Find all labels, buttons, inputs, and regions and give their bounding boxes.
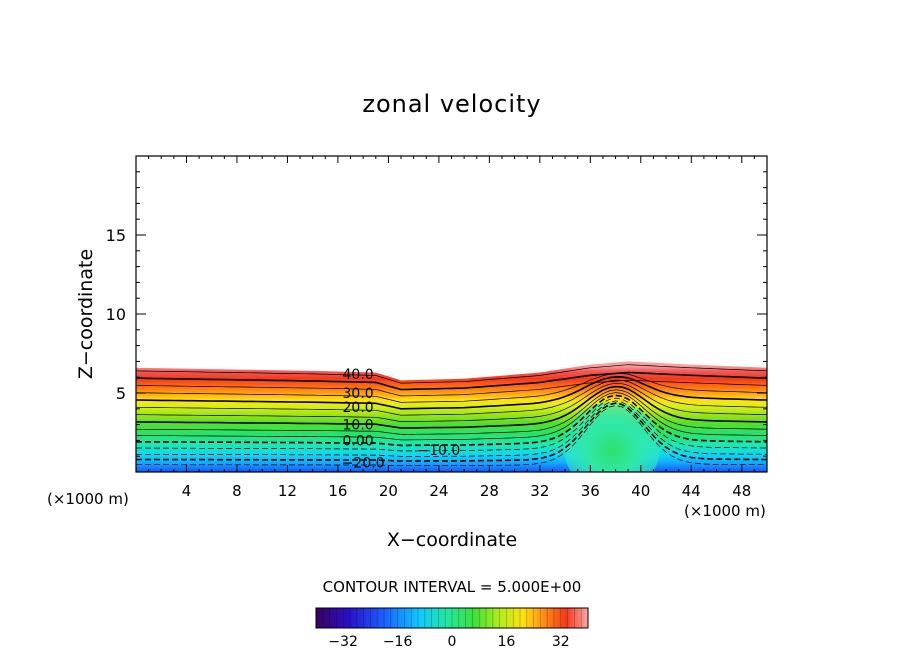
x-tick-label: 40 xyxy=(631,482,650,500)
x-tick-label: 4 xyxy=(182,482,192,500)
axis-ticks xyxy=(135,155,768,473)
x-tick-label: 32 xyxy=(530,482,549,500)
contour-line xyxy=(136,397,767,452)
contour-label: 40.0 xyxy=(343,367,374,383)
colorbar-label: 32 xyxy=(552,634,570,650)
contour-line xyxy=(136,373,767,403)
colorbar-label: 16 xyxy=(497,634,515,650)
contour-label: 0.00 xyxy=(343,433,374,449)
x-tick-label: 8 xyxy=(232,482,242,500)
x-tick-label: 36 xyxy=(581,482,600,500)
x-axis-title: X−coordinate xyxy=(387,529,517,551)
x-tick-label: 16 xyxy=(328,482,347,500)
x-tick-label: 44 xyxy=(682,482,701,500)
contour-line xyxy=(136,375,767,410)
x-tick-label: 20 xyxy=(379,482,398,500)
contour-line xyxy=(136,371,767,391)
contour-interval-text: CONTOUR INTERVAL = 5.000E+00 xyxy=(323,578,582,596)
colorbar xyxy=(315,607,589,629)
contour-line xyxy=(136,364,767,384)
contour-line xyxy=(136,382,767,422)
y-tick-label: 15 xyxy=(106,226,126,245)
chart-title: zonal velocity xyxy=(362,90,541,118)
contour-line xyxy=(136,385,767,429)
x-tick-label: 12 xyxy=(278,482,297,500)
colorbar-segments xyxy=(322,608,582,628)
x-tick-label: 24 xyxy=(429,482,448,500)
x-tick-label: 28 xyxy=(480,482,499,500)
contour-line xyxy=(136,379,767,397)
x-tick-label: 48 xyxy=(732,482,751,500)
contour-label: −20.0 xyxy=(342,456,385,472)
contour-line xyxy=(136,400,767,457)
contour-line xyxy=(136,379,767,416)
contour-label: −10.0 xyxy=(417,443,460,459)
colorbar-label: −32 xyxy=(328,634,358,650)
contour-label: 20.0 xyxy=(343,400,374,416)
y-axis-title: Z−coordinate xyxy=(75,249,97,379)
contour-label: 10.0 xyxy=(343,418,374,434)
colorbar-label: −16 xyxy=(383,634,413,650)
contour-line xyxy=(136,394,767,447)
plot-field xyxy=(136,361,767,472)
plume-feature xyxy=(564,402,660,472)
contour-line xyxy=(136,405,767,466)
y-tick-label: 10 xyxy=(106,305,126,324)
x-unit-right: (×1000 m) xyxy=(684,502,766,520)
contour-line xyxy=(136,402,767,462)
colorbar-labels: −32 −16 0 16 32 xyxy=(328,634,569,650)
x-tick-labels: 4 8 12 16 20 24 28 32 36 40 44 48 xyxy=(182,482,752,500)
y-tick-label: 5 xyxy=(116,384,126,403)
contour-lines xyxy=(136,364,767,466)
contour-labels: 40.0 30.020.0 10.00.00 −10.0 −20.0 xyxy=(342,367,461,471)
contour-line xyxy=(136,389,767,435)
contour-line xyxy=(136,392,767,441)
x-unit-left: (×1000 m) xyxy=(47,490,129,508)
contour-label: 30.0 xyxy=(343,386,374,402)
colorbar-label: 0 xyxy=(448,634,457,650)
y-tick-labels: 5 10 15 xyxy=(106,226,126,403)
